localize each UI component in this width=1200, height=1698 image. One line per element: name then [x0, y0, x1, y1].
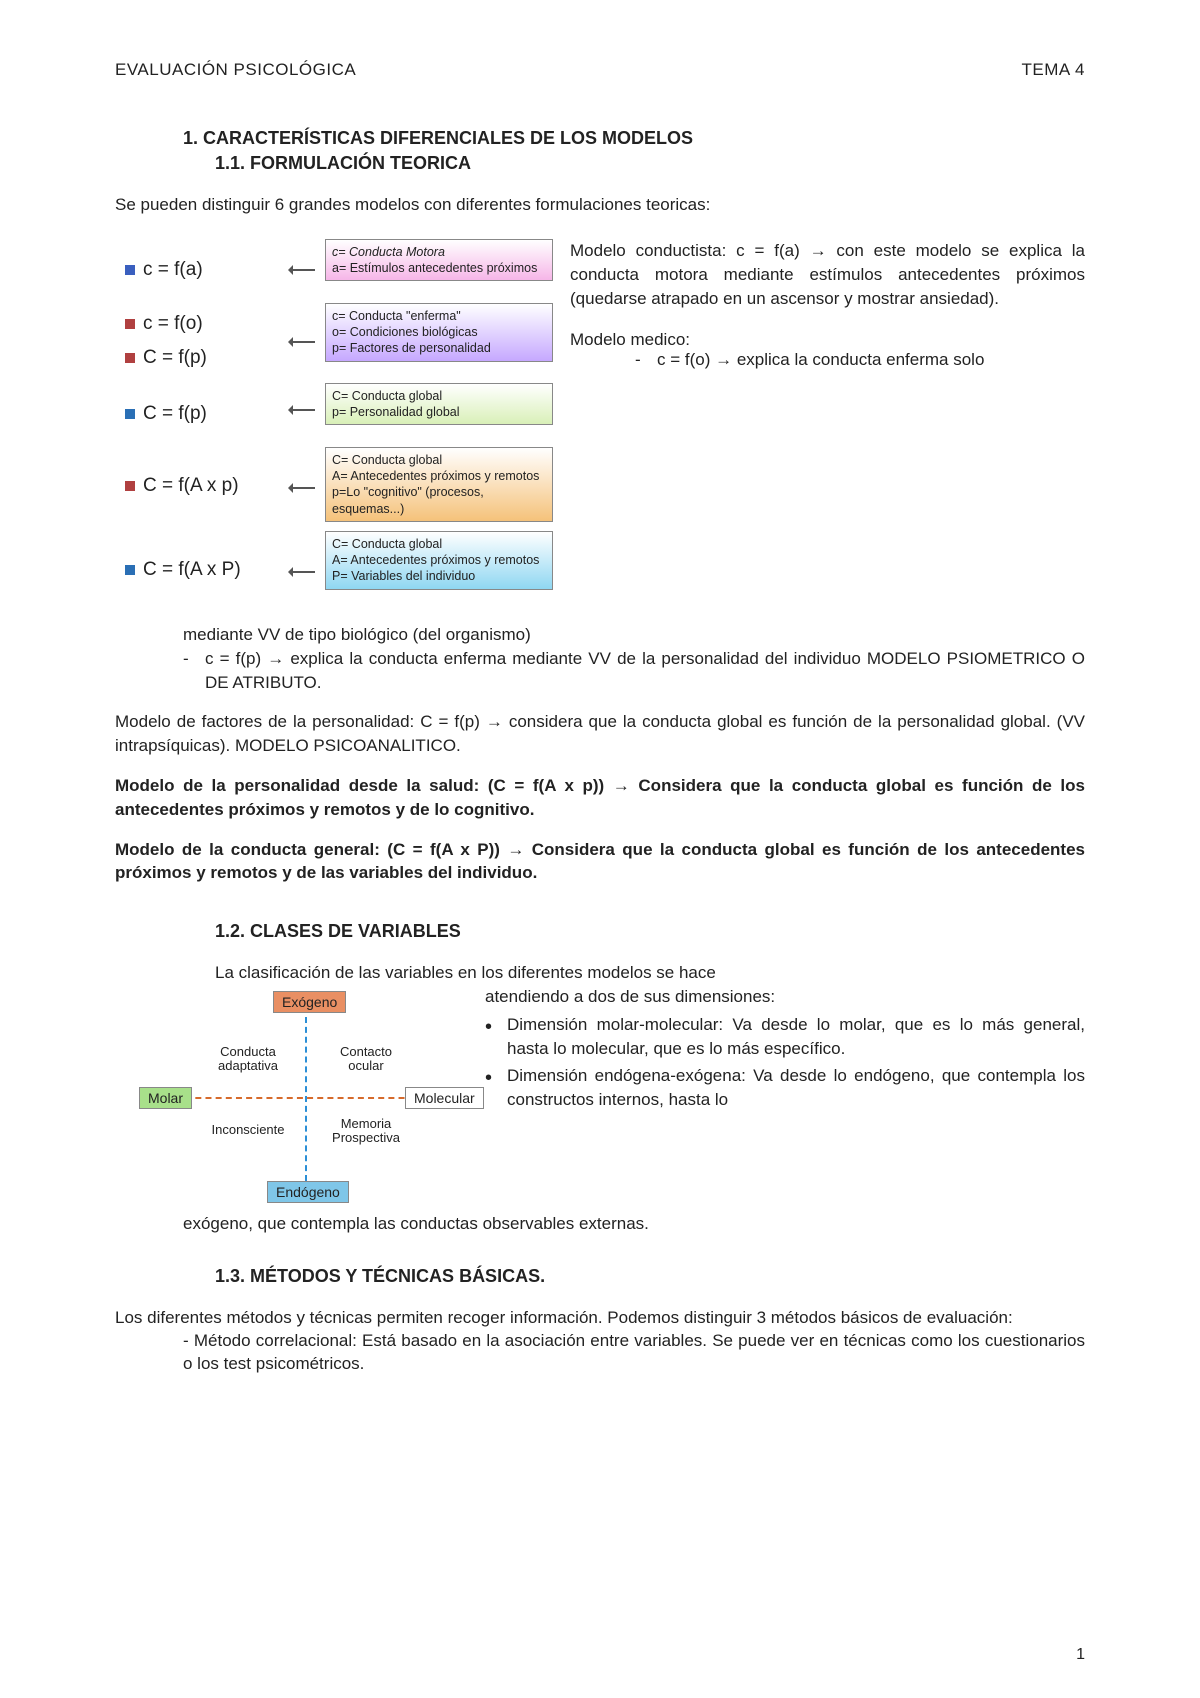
header-right: TEMA 4 [1022, 60, 1085, 80]
arrow-icon [289, 341, 315, 343]
dims-wrap: Exógeno Endógeno Molar Molecular Conduct… [115, 985, 1085, 1213]
tag-right: Molecular [405, 1087, 484, 1109]
model-row-2: C = f(p) C= Conducta global p= Personali… [115, 383, 555, 443]
desc-4-l2: P= Variables del individuo [332, 568, 546, 584]
formula-1b-text: C = f(p) [143, 347, 207, 369]
q-tl: Conducta adaptativa [203, 1045, 293, 1074]
dimensions-diagram: Exógeno Endógeno Molar Molecular Conduct… [155, 989, 465, 1209]
page-number: 1 [1076, 1646, 1085, 1664]
tag-left: Molar [139, 1087, 192, 1109]
after-item2: c = f(p) → explica la conducta enferma m… [183, 647, 1085, 695]
desc-3-l2: p=Lo "cognitivo" (procesos, esquemas...) [332, 484, 546, 517]
formula-1a: c = f(o) [125, 307, 285, 341]
desc-2-l1: p= Personalidad global [332, 404, 546, 420]
q-bl: Inconsciente [203, 1123, 293, 1137]
desc-4: C= Conducta global A= Antecedentes próxi… [325, 531, 553, 590]
after-line1: mediante VV de tipo biológico (del organ… [183, 623, 1085, 647]
formula-4: C = f(A x P) [125, 553, 285, 587]
section-1-title: 1. CARACTERÍSTICAS DIFERENCIALES DE LOS … [183, 128, 1085, 149]
dims-tail: exógeno, que contempla las conductas obs… [183, 1213, 1085, 1236]
desc-1-l1: o= Condiciones biológicas [332, 324, 546, 340]
after-diagram-block: mediante VV de tipo biológico (del organ… [183, 623, 1085, 694]
p-factores: Modelo de factores de la personalidad: C… [115, 710, 1085, 758]
arrow-icon [289, 269, 315, 271]
desc-4-l1: A= Antecedentes próximos y remotos [332, 552, 546, 568]
model-row-3: C = f(A x p) C= Conducta global A= Antec… [115, 447, 555, 527]
desc-3-l0: C= Conducta global [332, 452, 546, 468]
tag-bottom: Endógeno [267, 1181, 349, 1203]
model-row-1: c = f(o) C = f(p) c= Conducta "enferma" … [115, 303, 555, 379]
document-page: EVALUACIÓN PSICOLÓGICA TEMA 4 1. CARACTE… [0, 0, 1200, 1698]
section-1-1-title: 1.1. FORMULACIÓN TEORICA [215, 153, 1085, 174]
section-1-1-intro: Se pueden distinguir 6 grandes modelos c… [115, 194, 1085, 217]
tag-top: Exógeno [273, 991, 346, 1013]
formula-4-text: C = f(A x P) [143, 559, 241, 581]
page-header: EVALUACIÓN PSICOLÓGICA TEMA 4 [115, 60, 1085, 80]
section-1-2-intro: La clasificación de las variables en los… [215, 962, 1085, 985]
bullet-icon [125, 481, 135, 491]
desc-0-l0: c= Conducta Motora [332, 244, 546, 260]
bullet-icon [125, 409, 135, 419]
dims-bullet-1: Dimensión molar-molecular: Va desde lo m… [485, 1013, 1085, 1061]
axis-vertical [305, 1017, 307, 1181]
p-salud: Modelo de la personalidad desde la salud… [115, 774, 1085, 822]
formula-1b: C = f(p) [125, 341, 285, 375]
desc-1: c= Conducta "enferma" o= Condiciones bio… [325, 303, 553, 362]
dims-bullet-2: Dimensión endógena-exógena: Va desde lo … [485, 1064, 1085, 1112]
model-row-4: C = f(A x P) C= Conducta global A= Antec… [115, 531, 555, 611]
medico-item-1: c = f(o) → explica la conducta enferma s… [635, 350, 1085, 370]
formula-0-text: c = f(a) [143, 259, 203, 281]
desc-2: C= Conducta global p= Personalidad globa… [325, 383, 553, 426]
desc-0-l1: a= Estímulos antecedentes próximos [332, 260, 546, 276]
formula-2-text: C = f(p) [143, 403, 207, 425]
desc-0: c= Conducta Motora a= Estímulos antecede… [325, 239, 553, 282]
model-row-0: c = f(a) c= Conducta Motora a= Estímulos… [115, 239, 555, 299]
dims-bullets: Dimensión molar-molecular: Va desde lo m… [485, 1013, 1085, 1112]
desc-3-l1: A= Antecedentes próximos y remotos [332, 468, 546, 484]
header-left: EVALUACIÓN PSICOLÓGICA [115, 60, 356, 80]
models-diagram: c = f(a) c= Conducta Motora a= Estímulos… [115, 239, 555, 615]
formula-2: C = f(p) [125, 397, 285, 431]
right-para-1: Modelo conductista: c = f(a) → con este … [570, 239, 1085, 310]
section-1-3-intro: Los diferentes métodos y técnicas permit… [115, 1307, 1085, 1330]
p-general: Modelo de la conducta general: (C = f(A … [115, 838, 1085, 886]
formula-3: C = f(A x p) [125, 469, 285, 503]
q-br: Memoria Prospectiva [321, 1117, 411, 1146]
medico-item-1-text: c = f(o) → explica la conducta enferma s… [635, 350, 1085, 370]
bullet-icon [125, 319, 135, 329]
models-wrap: c = f(a) c= Conducta Motora a= Estímulos… [115, 239, 1085, 623]
desc-2-l0: C= Conducta global [332, 388, 546, 404]
formula-0: c = f(a) [125, 253, 285, 287]
desc-1-l2: p= Factores de personalidad [332, 340, 546, 356]
desc-4-l0: C= Conducta global [332, 536, 546, 552]
section-1-2-title: 1.2. CLASES DE VARIABLES [215, 921, 1085, 942]
bullet-icon [125, 265, 135, 275]
formula-3-text: C = f(A x p) [143, 475, 239, 497]
section-1-3-title: 1.3. MÉTODOS Y TÉCNICAS BÁSICAS. [215, 1266, 1085, 1287]
arrow-icon [289, 409, 315, 411]
arrow-icon [289, 487, 315, 489]
arrow-icon [289, 571, 315, 573]
desc-1-l0: c= Conducta "enferma" [332, 308, 546, 324]
bullet-icon [125, 565, 135, 575]
bullet-icon [125, 353, 135, 363]
formula-1a-text: c = f(o) [143, 313, 203, 335]
section-1-3-item: - Método correlacional: Está basado en l… [183, 1330, 1085, 1376]
dims-intro: atendiendo a dos de sus dimensiones: [485, 985, 1085, 1009]
medico-title: Modelo medico: [570, 330, 1085, 350]
axis-horizontal [175, 1097, 435, 1099]
q-tr: Contacto ocular [321, 1045, 411, 1074]
desc-3: C= Conducta global A= Antecedentes próxi… [325, 447, 553, 522]
